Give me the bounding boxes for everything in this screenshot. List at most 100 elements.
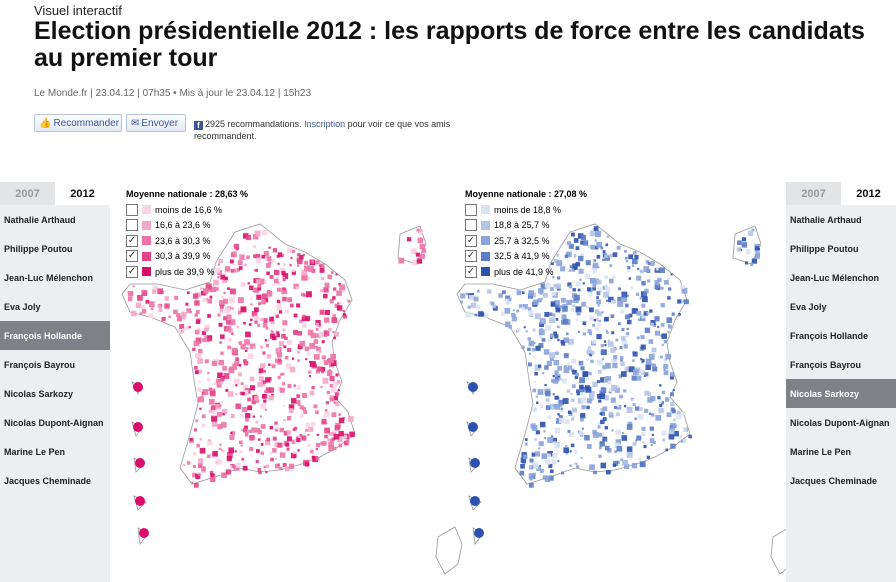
fb-signup-link[interactable]: Inscription [304, 119, 346, 129]
legend-swatch [142, 205, 151, 215]
checkbox-checked[interactable]: ✓ [465, 234, 477, 247]
candidate-nathalie-arthaud-right[interactable]: Nathalie Arthaud [790, 214, 862, 225]
legend-row[interactable]: moins de 16,6 % [126, 202, 248, 218]
send-icon: ✉ [131, 117, 140, 129]
legend-row[interactable]: ✓ 32,5 à 41,9 % [465, 249, 587, 265]
checkbox-checked[interactable]: ✓ [465, 265, 477, 278]
hollande-legend: Moyenne nationale : 28,63 % moins de 16,… [126, 189, 248, 280]
left-year-tabs: 2007 2012 [0, 182, 110, 205]
recommend-button[interactable]: 👍 Recommander [34, 114, 122, 132]
legend-label: 23,6 à 30,3 % [155, 235, 211, 246]
checkbox-unchecked[interactable] [126, 203, 138, 216]
legend-row[interactable]: ✓ plus de 41,9 % [465, 264, 587, 280]
candidate-jacques-cheminade-left[interactable]: Jacques Cheminade [4, 475, 92, 486]
legend-row[interactable]: ✓ plus de 39,9 % [126, 264, 248, 280]
legend-swatch [142, 267, 151, 277]
candidate-nicolas-sarkozy-right[interactable]: Nicolas Sarkozy [786, 379, 896, 408]
page-title: Election présidentielle 2012 : les rappo… [34, 17, 865, 72]
legend-swatch [481, 205, 490, 215]
candidate-philippe-poutou-right[interactable]: Philippe Poutou [790, 243, 859, 254]
facebook-icon: f [194, 121, 203, 130]
legend-row[interactable]: ✓ 23,6 à 30,3 % [126, 233, 248, 249]
checkbox-checked[interactable]: ✓ [126, 265, 138, 278]
legend-label: 30,3 à 39,9 % [155, 251, 211, 262]
sarkozy-national-average: Moyenne nationale : 27,08 % [465, 189, 588, 199]
overseas-dot [470, 458, 480, 468]
legend-row[interactable]: 16,6 à 23,6 % [126, 218, 248, 234]
legend-label: plus de 39,9 % [155, 266, 215, 277]
candidate-francois-bayrou-right[interactable]: François Bayrou [790, 359, 862, 370]
left-candidate-list: Nathalie Arthaud Philippe Poutou Jean-Luc … [0, 205, 110, 495]
legend-label: 25,7 à 32,5 % [494, 235, 550, 246]
legend-row[interactable]: ✓ 25,7 à 32,5 % [465, 233, 587, 249]
candidate-jean-luc-melenchon-left[interactable]: Jean-Luc Mélenchon [4, 272, 94, 283]
send-label: Envoyer [141, 117, 179, 129]
byline: Le Monde.fr | 23.04.12 | 07h35 • Mis à j… [34, 88, 312, 99]
sarkozy-legend: Moyenne nationale : 27,08 % moins de 18,… [465, 189, 587, 280]
checkbox-unchecked[interactable] [465, 203, 477, 216]
legend-label: plus de 41,9 % [494, 266, 554, 277]
candidate-francois-hollande-left[interactable]: François Hollande [0, 321, 110, 350]
tab-2012-left[interactable]: 2012 [55, 182, 110, 205]
checkbox-unchecked[interactable] [126, 219, 138, 232]
legend-swatch [481, 220, 490, 230]
candidate-eva-joly-right[interactable]: Eva Joly [790, 301, 827, 312]
fb-text-after: pour voir ce que vos amis recommandent. [194, 119, 451, 141]
legend-row[interactable]: moins de 18,8 % [465, 202, 587, 218]
legend-row[interactable]: ✓ 30,3 à 39,9 % [126, 249, 248, 265]
checkbox-checked[interactable]: ✓ [465, 250, 477, 263]
candidate-philippe-poutou-left[interactable]: Philippe Poutou [4, 243, 73, 254]
tab-2007-right[interactable]: 2007 [786, 182, 841, 205]
send-button[interactable]: ✉ Envoyer [126, 114, 186, 132]
fb-count-text: 2925 recommandations. [205, 119, 305, 129]
legend-label: 32,5 à 41,9 % [494, 251, 550, 262]
right-year-tabs: 2007 2012 [786, 182, 896, 205]
legend-swatch [481, 251, 490, 261]
recommend-label: Recommander [53, 117, 120, 129]
candidate-francois-bayrou-left[interactable]: François Bayrou [4, 359, 76, 370]
candidate-marine-le-pen-left[interactable]: Marine Le Pen [4, 446, 66, 457]
candidate-eva-joly-left[interactable]: Eva Joly [4, 301, 41, 312]
right-candidate-panel: 2007 2012 Nathalie Arthaud Philippe Pouto… [786, 182, 896, 582]
legend-label: 18,8 à 25,7 % [494, 220, 550, 231]
overseas-dot [468, 382, 478, 392]
candidate-jacques-cheminade-right[interactable]: Jacques Cheminade [790, 475, 878, 486]
map-area: Moyenne nationale : 28,63 % moins de 16,… [110, 182, 786, 582]
legend-label: 16,6 à 23,6 % [155, 220, 211, 231]
candidate-jean-luc-melenchon-right[interactable]: Jean-Luc Mélenchon [790, 272, 880, 283]
hollande-map[interactable] [121, 223, 463, 575]
tab-2007-left[interactable]: 2007 [0, 182, 55, 205]
legend-row[interactable]: 18,8 à 25,7 % [465, 218, 587, 234]
candidate-nicolas-sarkozy-left[interactable]: Nicolas Sarkozy [4, 388, 74, 399]
left-candidate-panel: 2007 2012 Nathalie Arthaud Philippe Pouto… [0, 182, 110, 582]
sarkozy-map[interactable] [456, 223, 786, 575]
election-maps [121, 223, 786, 575]
overseas-dot [133, 382, 143, 392]
right-candidate-list: Nathalie Arthaud Philippe Poutou Jean-Luc … [786, 205, 896, 495]
legend-label: moins de 18,8 % [494, 204, 562, 215]
legend-swatch [142, 236, 151, 246]
checkbox-checked[interactable]: ✓ [126, 234, 138, 247]
legend-swatch [481, 236, 490, 246]
overseas-dot [133, 422, 143, 432]
candidate-nicolas-dupont-aignan-left[interactable]: Nicolas Dupont-Aignan [4, 417, 104, 428]
legend-swatch [142, 220, 151, 230]
legend-label: moins de 16,6 % [155, 204, 223, 215]
corsica-outline [770, 528, 786, 575]
overseas-dot [468, 422, 478, 432]
candidate-nicolas-dupont-aignan-right[interactable]: Nicolas Dupont-Aignan [790, 417, 890, 428]
overseas-dot [139, 528, 149, 538]
kicker: Visuel interactif [34, 3, 122, 18]
overseas-dot [470, 496, 480, 506]
legend-swatch [142, 251, 151, 261]
candidate-marine-le-pen-right[interactable]: Marine Le Pen [790, 446, 852, 457]
candidate-francois-hollande-right[interactable]: François Hollande [790, 330, 869, 341]
candidate-nathalie-arthaud-left[interactable]: Nathalie Arthaud [4, 214, 76, 225]
tab-2012-right[interactable]: 2012 [841, 182, 896, 205]
thumbs-up-icon: 👍 [39, 117, 52, 129]
facebook-recommendations: f 2925 recommandations. Inscription pour … [194, 118, 494, 142]
checkbox-unchecked[interactable] [465, 219, 477, 232]
checkbox-checked[interactable]: ✓ [126, 250, 138, 263]
legend-swatch [481, 267, 490, 277]
corsica-outline [435, 526, 463, 575]
